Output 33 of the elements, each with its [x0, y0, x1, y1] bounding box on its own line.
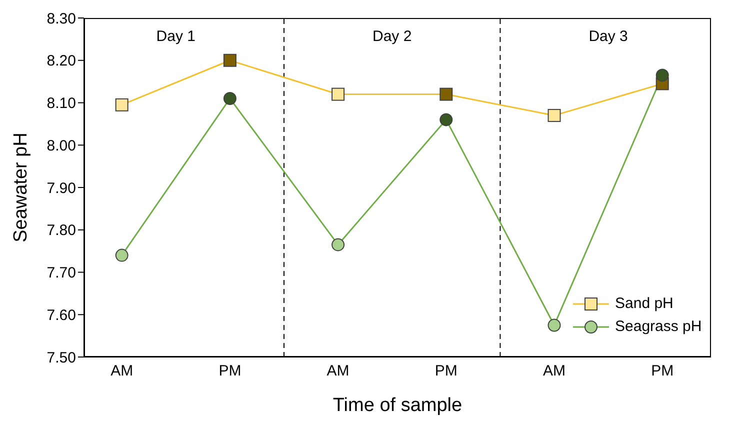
legend-label: Sand pH [615, 295, 674, 312]
y-tick-label: 8.20 [46, 52, 76, 70]
point [548, 108, 561, 122]
y-tick-label: 7.80 [46, 222, 76, 240]
x-tick-label: PM [651, 362, 674, 380]
point [440, 113, 453, 126]
point [656, 68, 669, 82]
point [115, 98, 128, 112]
y-tick-label: 7.70 [46, 264, 76, 282]
point [548, 318, 561, 332]
point [223, 54, 236, 67]
point [440, 88, 453, 101]
x-tick-label: AM [326, 362, 350, 380]
annotation: Day 2 [372, 28, 412, 45]
x-axis-title: Time of sample [332, 395, 462, 416]
y-tick-label: 8.00 [46, 137, 76, 154]
y-axis-title: Seawater pH [10, 132, 32, 242]
x-tick-label: PM [434, 362, 458, 380]
y-tick-label: 7.60 [46, 306, 76, 324]
y-tick-label: 8.10 [46, 95, 76, 112]
legend-label: Seagrass pH [615, 318, 702, 335]
point [332, 88, 345, 101]
y-tick-label: 7.90 [46, 180, 76, 197]
y-tick-label: 7.50 [46, 349, 76, 366]
point [115, 248, 128, 262]
point [223, 92, 236, 106]
point [332, 238, 345, 252]
annotation: Day 3 [588, 28, 628, 45]
x-tick-label: AM [543, 362, 566, 380]
x-tick-label: PM [218, 362, 242, 380]
annotation: Day 1 [156, 28, 196, 45]
y-tick-label: 8.30 [46, 10, 76, 28]
x-tick-label: AM [110, 362, 134, 380]
